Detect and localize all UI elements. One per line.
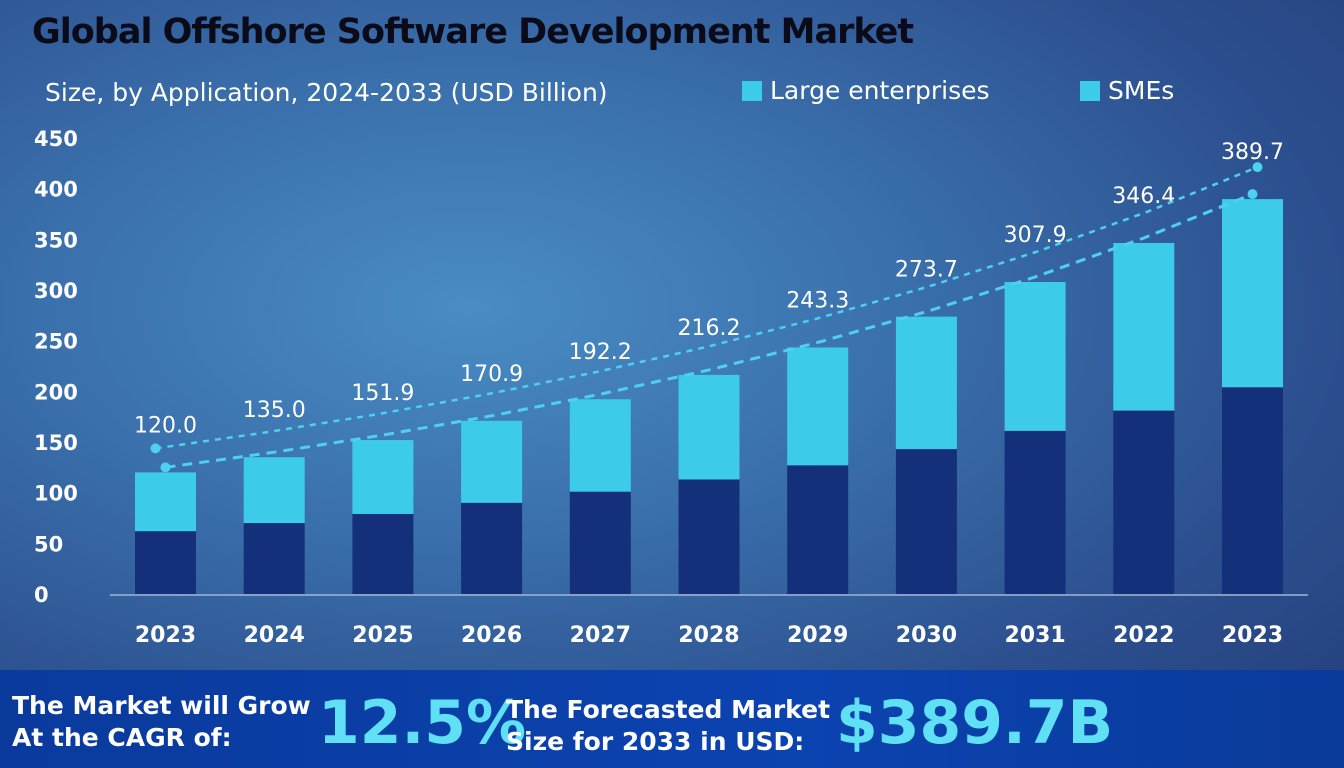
x-tick-label: 2027: [570, 623, 631, 648]
trend-marker: [1252, 162, 1263, 173]
legend-label: SMEs: [1108, 76, 1175, 105]
bar-large-enterprises: [1113, 410, 1175, 594]
trend-line-upper: [155, 165, 1258, 450]
x-tick-label: 2025: [352, 623, 413, 648]
cagr-label: The Market will Grow At the CAGR of:: [12, 690, 311, 754]
bar-smes: [895, 316, 957, 450]
trend-line-lower: [165, 192, 1254, 469]
bar-large-enterprises: [895, 449, 957, 594]
bar-smes: [461, 420, 523, 503]
bar-large-enterprises: [787, 465, 849, 594]
bar-smes: [243, 457, 305, 524]
bar-large-enterprises: [461, 502, 523, 594]
y-tick-label: 0: [34, 583, 49, 607]
y-tick-label: 250: [34, 330, 78, 354]
x-tick-label: 2029: [787, 623, 848, 648]
legend-swatch: [742, 80, 762, 101]
total-label: 192.2: [569, 340, 632, 365]
trend-marker: [160, 462, 171, 473]
total-label: 346.4: [1112, 184, 1175, 209]
total-label: 216.2: [678, 316, 741, 341]
chart-title: Global Offshore Software Development Mar…: [32, 12, 914, 52]
bar-smes: [678, 374, 740, 480]
bar-large-enterprises: [1222, 387, 1283, 594]
trend-marker: [1247, 189, 1258, 200]
trend-marker: [150, 443, 161, 454]
bar-smes: [1113, 242, 1175, 411]
bar-smes: [135, 472, 196, 532]
bar-large-enterprises: [352, 513, 414, 594]
bar-large-enterprises: [569, 491, 631, 594]
footer-banner: [0, 670, 1344, 768]
y-tick-label: 150: [34, 431, 78, 455]
bar-large-enterprises: [678, 479, 740, 594]
x-tick-label: 2026: [461, 623, 522, 648]
x-tick-label: 2024: [244, 623, 305, 648]
bar-smes: [569, 399, 631, 492]
y-tick-label: 450: [34, 127, 78, 151]
y-tick-label: 350: [34, 228, 78, 252]
forecast-text-line2: Size for 2033 in USD:: [506, 727, 805, 756]
cagr-text-line1: The Market will Grow: [12, 691, 311, 720]
x-tick-label: 2023: [135, 623, 196, 648]
y-tick-label: 400: [34, 178, 78, 202]
forecast-text-line1: The Forecasted Market: [506, 695, 831, 724]
total-label: 170.9: [460, 362, 523, 387]
bar-smes: [1222, 199, 1283, 388]
bar-large-enterprises: [1004, 430, 1066, 594]
total-label: 389.7: [1221, 140, 1284, 165]
bar-chart: 0 50 100 150 200 250 300 350 400 450 120.0 2023 135.…: [34, 127, 1308, 648]
cagr-value: 12.5%: [318, 688, 527, 758]
legend-swatch: [1080, 80, 1100, 101]
y-tick-label: 100: [34, 482, 78, 506]
legend-large-enterprises: Large enterprises: [742, 76, 990, 105]
bar-smes: [787, 347, 849, 466]
total-label: 151.9: [351, 381, 414, 406]
bar-large-enterprises: [243, 523, 305, 594]
y-tick-label: 200: [34, 380, 78, 404]
total-label: 135.0: [243, 398, 306, 423]
x-tick-label: 2028: [678, 623, 739, 648]
x-tick-label: 2022: [1113, 623, 1174, 648]
chart-subtitle: Size, by Application, 2024-2033 (USD Bil…: [45, 78, 608, 107]
bar-large-enterprises: [135, 531, 196, 594]
legend-smes: SMEs: [1080, 76, 1174, 105]
forecast-value: $389.7B: [836, 688, 1114, 758]
bar-smes: [1004, 281, 1066, 431]
total-label: 273.7: [895, 258, 958, 283]
total-label: 120.0: [134, 413, 197, 438]
x-tick-label: 2023: [1222, 623, 1283, 648]
y-tick-label: 50: [34, 532, 63, 556]
x-tick-label: 2030: [896, 623, 957, 648]
total-label: 243.3: [786, 288, 849, 313]
legend-label: Large enterprises: [770, 76, 990, 105]
cagr-text-line2: At the CAGR of:: [12, 723, 232, 752]
bar-smes: [352, 440, 414, 514]
x-tick-label: 2031: [1004, 623, 1065, 648]
forecast-label: The Forecasted Market Size for 2033 in U…: [506, 694, 830, 758]
y-tick-label: 300: [34, 279, 78, 303]
